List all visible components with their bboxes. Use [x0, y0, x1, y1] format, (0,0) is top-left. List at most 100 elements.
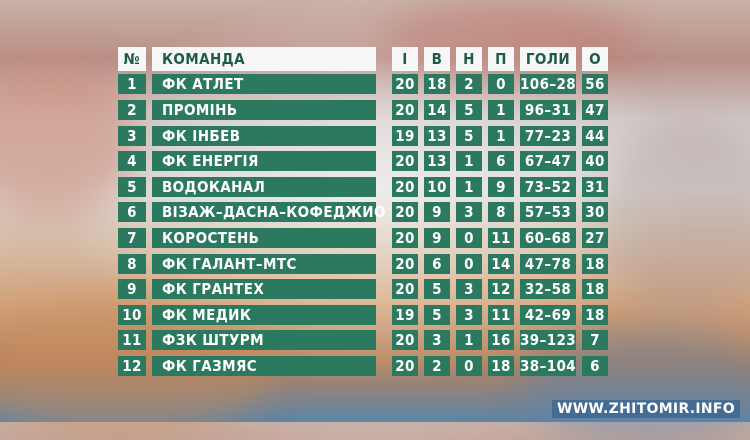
cell-points: 18 [582, 251, 608, 277]
cell-wins: 18 [424, 72, 450, 98]
cell-team: ВОДОКАНАЛ [152, 174, 376, 200]
cell-team: ВІЗАЖ–ДАСНА–КОФЕДЖИО [152, 200, 385, 226]
cell-draws: 3 [456, 200, 482, 226]
cell-goals: 38–104 [520, 355, 577, 376]
cell-losses: 11 [488, 302, 514, 328]
header-wins: В [424, 46, 450, 72]
table-row: 2 ПРОМІНЬ 20 14 5 1 96–31 47 [118, 97, 608, 123]
cell-played: 20 [392, 328, 418, 354]
cell-wins: 9 [424, 200, 450, 226]
cell-points: 7 [582, 328, 608, 354]
cell-draws: 5 [456, 123, 482, 149]
table-row: 12 ФК ГАЗМЯС 20 2 0 18 38–104 6 [118, 353, 608, 379]
cell-points: 27 [582, 225, 608, 251]
cell-played: 20 [392, 276, 418, 302]
site-watermark: WWW.ZHITOMIR.INFO [551, 400, 740, 418]
table-row: 5 ВОДОКАНАЛ 20 10 1 9 73–52 31 [118, 174, 608, 200]
cell-pos: 10 [118, 302, 146, 328]
standings-table: № КОМАНДА І В Н П ГОЛИ О 1 ФК АТЛЕТ 20 18 2 0… [118, 46, 608, 379]
cell-played: 20 [392, 97, 418, 123]
cell-played: 20 [392, 251, 418, 277]
cell-team: ФК ЕНЕРГІЯ [152, 148, 376, 174]
cell-played: 20 [392, 353, 418, 379]
cell-losses: 11 [488, 225, 514, 251]
cell-draws: 1 [456, 328, 482, 354]
cell-losses: 0 [488, 72, 514, 98]
cell-pos: 9 [118, 276, 146, 302]
cell-pos: 7 [118, 225, 146, 251]
cell-draws: 0 [456, 225, 482, 251]
header-goals: ГОЛИ [520, 46, 576, 72]
cell-losses: 6 [488, 148, 514, 174]
table-row: 8 ФК ГАЛАНТ–МТС 20 6 0 14 47–78 18 [118, 251, 608, 277]
cell-wins: 3 [424, 328, 450, 354]
cell-wins: 13 [424, 123, 450, 149]
cell-played: 19 [392, 302, 418, 328]
cell-team: КОРОСТЕНЬ [152, 225, 376, 251]
table-row: 10 ФК МЕДИК 19 5 3 11 42–69 18 [118, 302, 608, 328]
header-pos: № [118, 46, 146, 72]
cell-team: ПРОМІНЬ [152, 97, 376, 123]
header-losses: П [488, 46, 514, 72]
cell-losses: 8 [488, 200, 514, 226]
header-team: КОМАНДА [152, 46, 376, 72]
cell-wins: 10 [424, 174, 450, 200]
cell-pos: 2 [118, 97, 146, 123]
cell-pos: 6 [118, 200, 146, 226]
cell-points: 56 [582, 72, 608, 98]
cell-pos: 1 [118, 72, 146, 98]
cell-wins: 5 [424, 276, 450, 302]
cell-pos: 5 [118, 174, 146, 200]
header-points: О [582, 46, 608, 72]
cell-points: 30 [582, 200, 608, 226]
cell-wins: 14 [424, 97, 450, 123]
cell-goals: 60–68 [520, 225, 576, 251]
cell-played: 20 [392, 72, 418, 98]
cell-losses: 14 [488, 251, 514, 277]
cell-team: ФК ГРАНТЕХ [152, 276, 376, 302]
cell-team: ФЗК ШТУРМ [152, 328, 376, 354]
table-row: 3 ФК ІНБЕВ 19 13 5 1 77–23 44 [118, 123, 608, 149]
cell-team: ФК МЕДИК [152, 302, 376, 328]
cell-draws: 3 [456, 302, 482, 328]
cell-goals: 32–58 [520, 276, 576, 302]
cell-goals: 67–47 [520, 148, 576, 174]
cell-points: 44 [582, 123, 608, 149]
cell-draws: 2 [456, 72, 482, 98]
cell-goals: 77–23 [520, 123, 576, 149]
cell-pos: 8 [118, 251, 146, 277]
table-row: 4 ФК ЕНЕРГІЯ 20 13 1 6 67–47 40 [118, 148, 608, 174]
header-draws: Н [456, 46, 482, 72]
cell-losses: 9 [488, 174, 514, 200]
cell-points: 18 [582, 302, 608, 328]
table-row: 7 КОРОСТЕНЬ 20 9 0 11 60–68 27 [118, 225, 608, 251]
cell-points: 6 [582, 353, 608, 379]
cell-team: ФК ІНБЕВ [152, 123, 376, 149]
cell-goals: 57–53 [520, 200, 576, 226]
header-row: № КОМАНДА І В Н П ГОЛИ О [118, 46, 608, 72]
cell-losses: 12 [488, 276, 514, 302]
cell-goals: 73–52 [520, 174, 576, 200]
cell-losses: 18 [488, 353, 514, 379]
cell-points: 47 [582, 97, 608, 123]
cell-played: 19 [392, 123, 418, 149]
cell-pos: 4 [118, 148, 146, 174]
cell-wins: 6 [424, 251, 450, 277]
cell-draws: 0 [456, 251, 482, 277]
cell-team: ФК АТЛЕТ [152, 72, 376, 98]
cell-pos: 12 [118, 353, 146, 379]
cell-points: 18 [582, 276, 608, 302]
cell-played: 20 [392, 225, 418, 251]
cell-wins: 9 [424, 225, 450, 251]
cell-wins: 2 [424, 353, 450, 379]
cell-draws: 3 [456, 276, 482, 302]
table-row: 9 ФК ГРАНТЕХ 20 5 3 12 32–58 18 [118, 276, 608, 302]
cell-draws: 1 [456, 174, 482, 200]
cell-losses: 1 [488, 123, 514, 149]
cell-goals: 39–123 [520, 330, 577, 351]
cell-goals: 96–31 [520, 97, 576, 123]
cell-draws: 0 [456, 353, 482, 379]
cell-points: 31 [582, 174, 608, 200]
cell-pos: 3 [118, 123, 146, 149]
cell-played: 20 [392, 200, 418, 226]
